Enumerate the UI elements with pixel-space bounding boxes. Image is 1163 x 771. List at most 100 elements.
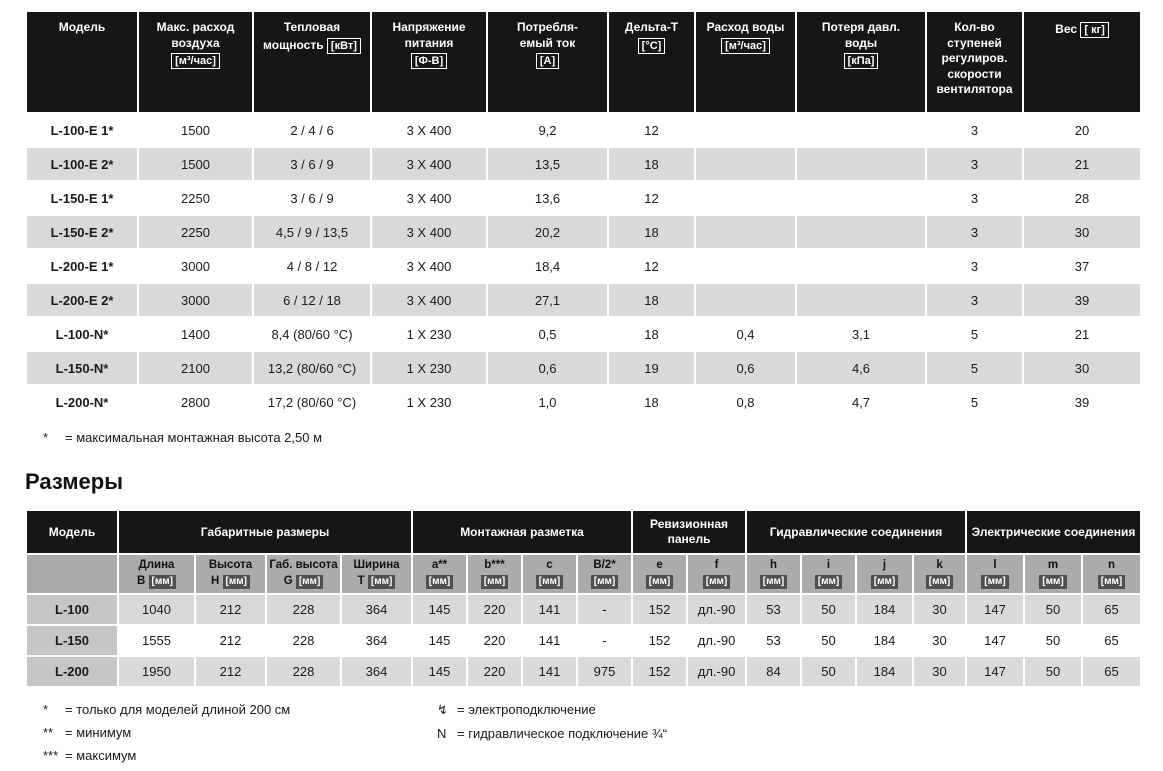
value-cell: 2250 <box>137 180 254 216</box>
value-cell <box>795 112 927 148</box>
footnote: ** = минимум <box>43 725 437 740</box>
dim-subheader: b*** [мм] <box>466 553 523 595</box>
value-cell: 50 <box>800 624 858 657</box>
value-cell: 9,2 <box>486 112 609 148</box>
value-cell: 0,4 <box>694 316 797 352</box>
spec-table: Модель Макс. расход воздуха [м³/час] Теплова… <box>25 10 1142 420</box>
dim-subheader: m [мм] <box>1023 553 1084 595</box>
dim-subheader-blank <box>25 553 119 595</box>
value-cell: 12 <box>607 112 696 148</box>
footnote-text: = электроподключение <box>457 702 596 717</box>
value-cell: 12 <box>607 248 696 284</box>
value-cell: 152 <box>631 655 689 688</box>
unit-badge: [мм] <box>759 575 788 589</box>
dim-subheader: e [мм] <box>631 553 689 595</box>
value-cell <box>795 214 927 250</box>
value-cell: 13,5 <box>486 146 609 182</box>
value-cell <box>694 146 797 182</box>
value-cell: 3000 <box>137 248 254 284</box>
table-row: L-200 1950 212 228 364 145 220 141 975 152 дл.-90 8… <box>25 655 1143 688</box>
dim-group-header: Монтажная разметка <box>410 509 634 555</box>
value-cell: дл.-90 <box>686 593 748 626</box>
value-cell: 53 <box>745 593 803 626</box>
unit-badge: [м³/час] <box>721 37 770 54</box>
value-cell <box>795 282 927 318</box>
value-cell: 3 X 400 <box>370 214 488 250</box>
value-cell: 50 <box>1023 593 1084 626</box>
spec-col-header: Потребля-емый ток [A] <box>486 10 609 114</box>
value-cell <box>694 248 797 284</box>
value-cell: 141 <box>521 593 578 626</box>
value-cell: 18,4 <box>486 248 609 284</box>
value-cell: 212 <box>194 624 267 657</box>
section-title-dimensions: Размеры <box>25 469 124 494</box>
value-cell: 5 <box>925 384 1024 420</box>
value-cell: 21 <box>1022 316 1142 352</box>
unit-badge: [мм] <box>480 575 509 589</box>
dim-subheader: Высота H [мм] <box>194 553 267 595</box>
unit-badge: [мм] <box>870 575 899 589</box>
footnote-marker: ↯ <box>437 702 448 717</box>
dimensions-table: Модель Габаритные размеры Монтажная размет… <box>25 509 1143 688</box>
footnote-text: = гидравлическое подключение ¾“ <box>457 726 668 741</box>
value-cell: 5 <box>925 316 1024 352</box>
value-cell: 184 <box>855 593 915 626</box>
value-cell: 39 <box>1022 384 1142 420</box>
footnote: N = гидравлическое подключение ¾“ <box>437 726 667 741</box>
model-cell: L-100-E 1* <box>25 112 139 148</box>
spec-footnote: * = максимальная монтажная высота 2,50 м <box>43 430 1140 445</box>
value-cell: 30 <box>912 655 968 688</box>
value-cell: 228 <box>265 624 342 657</box>
value-cell: - <box>575 624 634 657</box>
value-cell: 13,2 (80/60 °C) <box>252 350 372 386</box>
footnote-marker: *** <box>43 748 59 763</box>
unit-badge: [мм] <box>1097 575 1126 589</box>
model-cell: L-200-N* <box>25 384 139 420</box>
spec-col-header: Макс. расход воздуха [м³/час] <box>137 10 254 114</box>
unit-badge: [мм] <box>590 575 619 589</box>
value-cell: 37 <box>1022 248 1142 284</box>
dim-subheader: n [мм] <box>1081 553 1143 595</box>
value-cell: дл.-90 <box>686 624 748 657</box>
unit-badge: [мм] <box>814 575 843 589</box>
dim-subheader: a** [мм] <box>411 553 468 595</box>
value-cell: 364 <box>340 593 413 626</box>
value-cell: 147 <box>965 624 1026 657</box>
value-cell: 1 X 230 <box>370 316 488 352</box>
value-cell: 145 <box>411 624 468 657</box>
dim-col-header-model: Модель <box>25 509 119 555</box>
value-cell: 84 <box>745 655 803 688</box>
value-cell: 4,6 <box>795 350 927 386</box>
dim-group-header: Электрические соединения <box>965 509 1143 555</box>
value-cell: 152 <box>631 593 689 626</box>
spec-col-header: Расход воды [м³/час] <box>694 10 797 114</box>
value-cell: - <box>575 593 634 626</box>
value-cell: 3 / 6 / 9 <box>252 180 372 216</box>
unit-badge: [мм] <box>425 575 454 589</box>
table-row: L-100-N* 1400 8,4 (80/60 °C) 1 X 230 0,5 18 0,… <box>25 316 1142 352</box>
value-cell: 20,2 <box>486 214 609 250</box>
unit-badge: [мм] <box>367 575 396 589</box>
value-cell: 5 <box>925 350 1024 386</box>
value-cell: 2100 <box>137 350 254 386</box>
value-cell: 53 <box>745 624 803 657</box>
model-cell: L-200 <box>25 655 119 688</box>
value-cell: 65 <box>1081 655 1143 688</box>
value-cell: 50 <box>1023 655 1084 688</box>
footnote: *** = максимум <box>43 748 437 763</box>
value-cell: 1 X 230 <box>370 350 488 386</box>
unit-badge: [кПа] <box>843 53 879 70</box>
value-cell: 364 <box>340 655 413 688</box>
value-cell: 30 <box>912 593 968 626</box>
spec-header-row: Модель Макс. расход воздуха [м³/час] Теплова… <box>25 10 1142 114</box>
unit-badge: [A] <box>535 53 560 70</box>
dim-subheader: B/2* [мм] <box>575 553 634 595</box>
unit-badge: [мм] <box>702 575 731 589</box>
value-cell: 3 <box>925 282 1024 318</box>
value-cell: 3 X 400 <box>370 112 488 148</box>
value-cell: 1500 <box>137 146 254 182</box>
spec-col-header: Тепловая мощность [кВт] <box>252 10 372 114</box>
